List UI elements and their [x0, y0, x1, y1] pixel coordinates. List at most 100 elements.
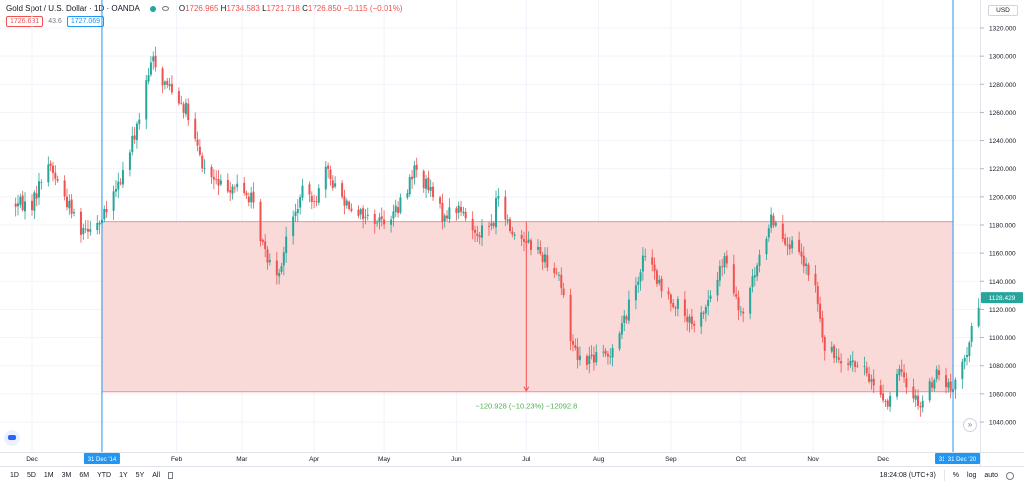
candle-body	[620, 323, 623, 335]
y-tick-label: 1220.000	[989, 166, 1016, 173]
candle-body	[299, 197, 302, 208]
price-chart[interactable]: 1040.000 1060.000 1080.000 1100.000 1120.000…	[0, 0, 1024, 466]
tradingview-logo-icon[interactable]	[4, 430, 20, 446]
symbol-title[interactable]: Gold Spot / U.S. Dollar · 1D · OANDA	[6, 4, 140, 13]
candle-body	[735, 294, 738, 297]
x-tick-label: Oct	[736, 456, 746, 463]
candle-body	[170, 83, 173, 93]
candle-body	[522, 239, 525, 242]
candle-body	[686, 316, 689, 322]
candle-body	[180, 102, 183, 104]
candle-body	[413, 165, 416, 179]
candle-body	[770, 214, 773, 228]
candle-body	[233, 187, 236, 189]
candle-body	[457, 205, 460, 213]
date-range-icon[interactable]	[168, 471, 174, 479]
candle-body	[310, 195, 313, 202]
clock-display[interactable]: 18:24:08 (UTC+3)	[879, 472, 936, 479]
candle-body	[933, 379, 936, 389]
candle-body	[278, 272, 281, 277]
candle-body	[182, 104, 185, 113]
candle-body	[114, 188, 117, 192]
candle-body	[14, 203, 17, 207]
candle-body	[905, 378, 908, 388]
candle-body	[33, 192, 36, 211]
candle-body	[578, 355, 581, 361]
buy-button[interactable]: 1727.069	[66, 16, 105, 27]
percent-toggle[interactable]: %	[952, 472, 960, 479]
timeframe-1y[interactable]: 1Y	[119, 471, 128, 479]
candle-body	[63, 180, 66, 197]
candle-body	[187, 103, 190, 121]
candle-body	[742, 311, 745, 314]
price-axis[interactable]	[980, 0, 1024, 452]
ohlc-values: O1726.965 H1734.583 L1721.718 C1726.850 …	[178, 4, 403, 13]
x-tick-label: Mar	[236, 456, 248, 463]
candle-body	[285, 236, 288, 254]
symbol-legend[interactable]: Gold Spot / U.S. Dollar · 1D · OANDA O17…	[6, 4, 403, 13]
candle-body	[585, 355, 588, 365]
candle-body	[723, 256, 726, 268]
x-tick-label: Jul	[522, 456, 531, 463]
candle-body	[751, 276, 754, 288]
candle-body	[231, 186, 234, 194]
candle-body	[243, 182, 246, 194]
x-tick-label: Dec	[877, 456, 889, 463]
candle-body	[798, 239, 801, 253]
candle-body	[478, 235, 481, 238]
price-range-box	[101, 221, 954, 392]
time-axis[interactable]	[0, 452, 980, 466]
candle-body	[557, 274, 560, 276]
x-tick-label: Sep	[665, 456, 677, 463]
candle-body	[935, 369, 938, 379]
candle-body	[236, 183, 239, 188]
candle-body	[245, 192, 248, 196]
candle-body	[492, 223, 495, 226]
sell-button[interactable]: 1726.631	[6, 16, 44, 27]
scroll-to-realtime-button[interactable]: »	[963, 418, 977, 432]
candle-body	[814, 273, 817, 286]
candle-body	[511, 231, 514, 235]
candle-body	[821, 317, 824, 338]
candle-body	[135, 123, 138, 141]
timeframe-1m[interactable]: 1M	[43, 471, 54, 479]
timeframe-5d[interactable]: 5D	[26, 471, 36, 479]
timeframe-3m[interactable]: 3M	[61, 471, 72, 479]
auto-toggle[interactable]: auto	[984, 472, 998, 479]
timeframe-all[interactable]: All	[152, 471, 161, 479]
timeframe-5y[interactable]: 5Y	[135, 471, 145, 479]
candle-body	[800, 251, 803, 257]
timeframe-ytd[interactable]: YTD	[97, 471, 112, 479]
gear-icon[interactable]	[1006, 471, 1014, 480]
eye-icon[interactable]	[161, 6, 169, 11]
candle-body	[439, 197, 442, 204]
currency-label[interactable]: USD	[988, 5, 1018, 16]
candle-body	[772, 215, 775, 226]
candle-body	[947, 382, 950, 388]
timeframe-1d[interactable]: 1D	[10, 471, 19, 479]
candle-body	[716, 279, 719, 296]
date-marker-label: 31 Dec '14	[88, 457, 117, 463]
candle-body	[72, 212, 75, 214]
candle-body	[758, 254, 761, 266]
candle-body	[970, 326, 973, 342]
timeframe-6m[interactable]: 6M	[79, 471, 90, 479]
candle-body	[184, 102, 187, 115]
candle-body	[198, 146, 201, 155]
candle-body	[201, 155, 204, 169]
candle-body	[495, 198, 498, 228]
candle-body	[786, 244, 789, 246]
candle-body	[96, 222, 99, 231]
x-tick-label: Feb	[171, 456, 183, 463]
candle-body	[669, 294, 672, 304]
candle-body	[868, 373, 871, 382]
candle-body	[229, 190, 232, 193]
candle-body	[520, 234, 523, 239]
candle-body	[280, 266, 283, 272]
log-toggle[interactable]: log	[967, 472, 977, 479]
candle-body	[543, 254, 546, 263]
candle-body	[308, 184, 311, 195]
candle-body	[961, 361, 964, 380]
candle-body	[112, 191, 115, 211]
candle-body	[327, 165, 330, 169]
